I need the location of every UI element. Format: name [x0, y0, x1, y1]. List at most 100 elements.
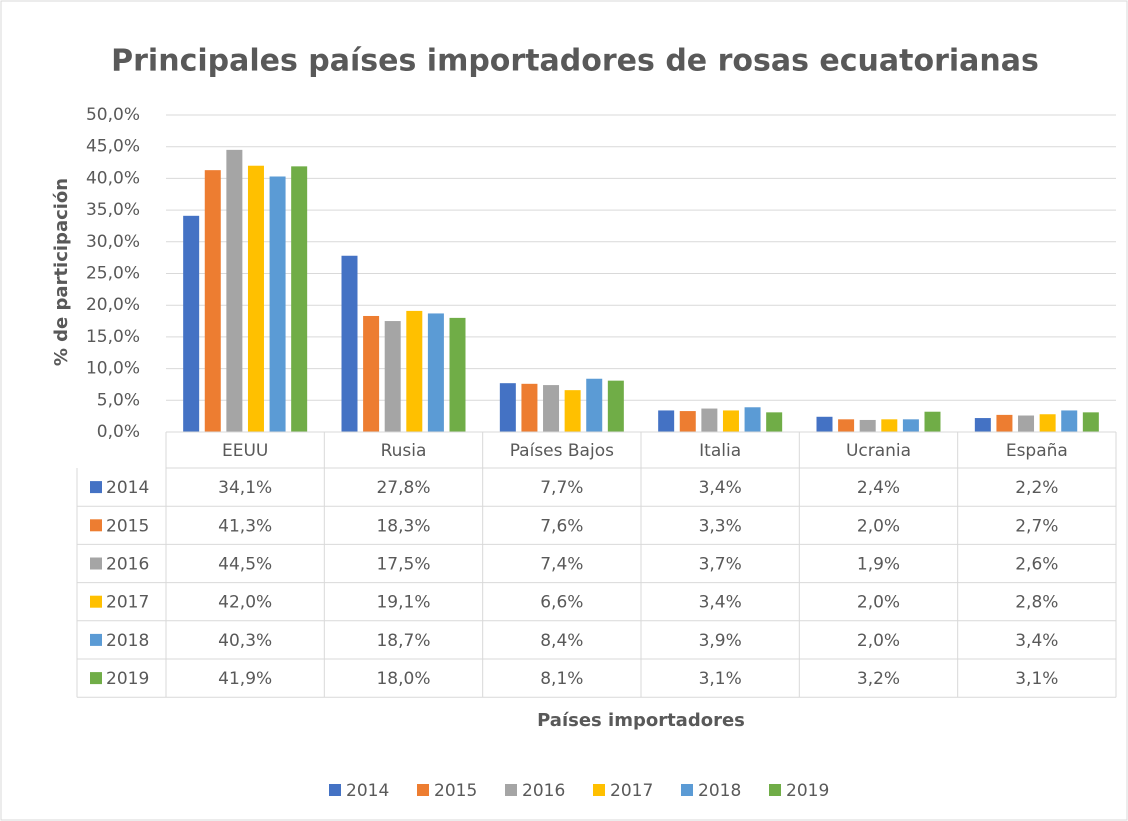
- legend-key: [505, 784, 517, 796]
- data-label: 27,8%: [376, 478, 430, 498]
- bar: [701, 408, 718, 432]
- table-row-label: 2019: [106, 669, 149, 689]
- legend-key: [593, 784, 605, 796]
- bar: [384, 321, 401, 432]
- bar: [406, 310, 423, 432]
- data-label: 3,1%: [699, 669, 742, 689]
- data-label: 2,8%: [1015, 593, 1058, 613]
- y-tick-label: 15,0%: [86, 327, 140, 347]
- bar: [902, 419, 919, 432]
- x-tick-label: España: [1006, 441, 1068, 461]
- bar: [881, 419, 898, 432]
- y-axis-title: % de participación: [51, 178, 72, 366]
- chart-title: Principales países importadores de rosas…: [111, 44, 1039, 79]
- data-label: 18,7%: [376, 631, 430, 651]
- data-label: 8,4%: [540, 631, 583, 651]
- bar: [924, 411, 941, 432]
- data-label: 3,4%: [699, 593, 742, 613]
- bar: [679, 411, 696, 432]
- table-row-label: 2018: [106, 631, 149, 651]
- legend-key: [90, 557, 102, 570]
- bar: [1082, 412, 1099, 432]
- data-label: 3,2%: [857, 669, 900, 689]
- data-label: 41,3%: [218, 516, 272, 536]
- bar: [974, 418, 991, 432]
- bar: [291, 166, 308, 432]
- y-tick-label: 5,0%: [97, 390, 140, 410]
- data-label: 17,5%: [376, 555, 430, 575]
- bar: [449, 317, 466, 432]
- x-tick-label: Países Bajos: [510, 441, 614, 461]
- legend-label: 2016: [522, 781, 565, 801]
- data-label: 2,6%: [1015, 555, 1058, 575]
- legend-key: [329, 784, 341, 796]
- data-label: 7,6%: [540, 516, 583, 536]
- y-tick-label: 40,0%: [86, 168, 140, 188]
- data-label: 8,1%: [540, 669, 583, 689]
- bar: [247, 165, 264, 432]
- data-label: 3,9%: [699, 631, 742, 651]
- data-label: 3,3%: [699, 516, 742, 536]
- table-row-label: 2015: [106, 516, 149, 536]
- bar: [607, 380, 624, 432]
- data-label: 2,2%: [1015, 478, 1058, 498]
- legend-key: [90, 633, 102, 646]
- bar: [1039, 414, 1056, 432]
- bar: [564, 390, 581, 432]
- bar: [499, 383, 516, 432]
- bar: [269, 176, 286, 432]
- legend-key: [90, 595, 102, 608]
- data-label: 2,4%: [857, 478, 900, 498]
- bar: [427, 313, 444, 432]
- bar: [996, 414, 1013, 432]
- bar: [543, 385, 560, 432]
- x-tick-label: Ucrania: [846, 441, 911, 461]
- bar: [521, 383, 538, 432]
- y-tick-label: 0,0%: [97, 422, 140, 442]
- data-label: 34,1%: [218, 478, 272, 498]
- data-label: 18,0%: [376, 669, 430, 689]
- bar: [816, 416, 833, 432]
- table-row-label: 2016: [106, 555, 149, 575]
- bar: [226, 149, 243, 432]
- legend-key: [90, 519, 102, 532]
- data-label: 7,7%: [540, 478, 583, 498]
- bar: [183, 215, 200, 432]
- legend-key: [90, 672, 102, 685]
- data-label: 3,4%: [1015, 631, 1058, 651]
- bar: [363, 315, 380, 432]
- data-label: 1,9%: [857, 555, 900, 575]
- legend-key: [90, 481, 102, 494]
- y-tick-label: 50,0%: [86, 105, 140, 125]
- data-label: 19,1%: [376, 593, 430, 613]
- bar: [766, 412, 783, 432]
- x-tick-label: Rusia: [381, 441, 427, 461]
- legend-label: 2015: [434, 781, 477, 801]
- x-tick-label: EEUU: [222, 441, 268, 461]
- bar: [744, 407, 761, 432]
- y-tick-label: 30,0%: [86, 232, 140, 252]
- bar: [341, 255, 358, 432]
- data-label: 41,9%: [218, 669, 272, 689]
- data-label: 3,4%: [699, 478, 742, 498]
- x-axis-title: Países importadores: [537, 710, 745, 731]
- bar: [1061, 410, 1078, 432]
- y-tick-label: 35,0%: [86, 200, 140, 220]
- legend-label: 2014: [346, 781, 389, 801]
- legend-label: 2017: [610, 781, 653, 801]
- y-tick-label: 10,0%: [86, 359, 140, 379]
- y-tick-label: 20,0%: [86, 295, 140, 315]
- legend-key: [681, 784, 693, 796]
- bar: [586, 378, 603, 432]
- data-label: 6,6%: [540, 593, 583, 613]
- data-label: 42,0%: [218, 593, 272, 613]
- legend-key: [417, 784, 429, 796]
- data-label: 2,0%: [857, 631, 900, 651]
- data-label: 2,0%: [857, 516, 900, 536]
- bar: [722, 410, 739, 432]
- bar: [859, 419, 876, 432]
- legend-label: 2019: [786, 781, 829, 801]
- bar: [1018, 415, 1035, 432]
- x-tick-label: Italia: [699, 441, 741, 461]
